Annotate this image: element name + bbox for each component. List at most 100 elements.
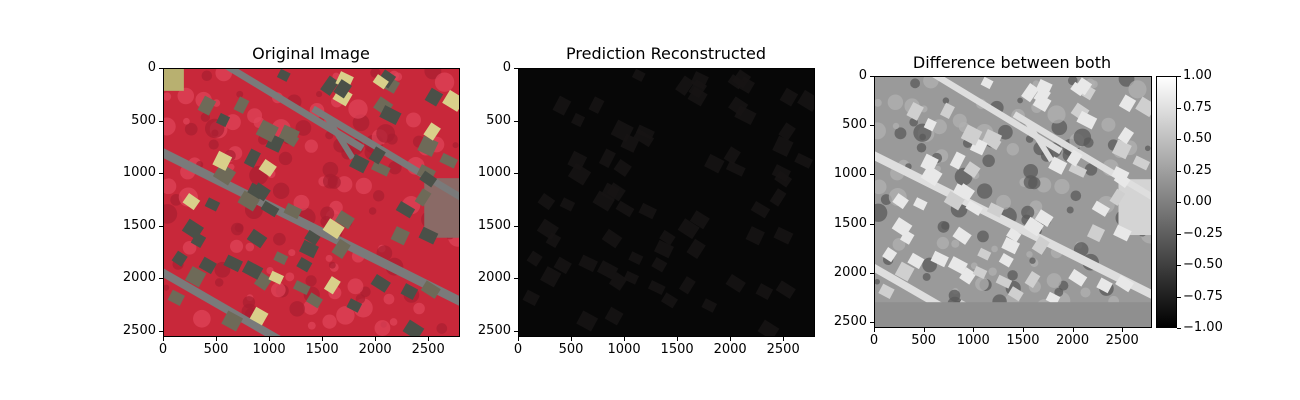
faint-house xyxy=(734,105,757,126)
difference-house xyxy=(899,229,915,245)
difference-house xyxy=(1113,224,1132,242)
difference-house xyxy=(1031,235,1050,255)
house-roof xyxy=(379,105,402,126)
tree-canopy xyxy=(355,177,372,195)
difference-house xyxy=(1070,81,1086,97)
house-roof xyxy=(296,256,313,273)
house-roof xyxy=(182,193,201,211)
house-roof xyxy=(260,200,280,218)
faint-house xyxy=(578,254,598,273)
faint-house xyxy=(601,228,623,249)
difference-house xyxy=(913,197,928,211)
difference-texture xyxy=(977,230,989,243)
difference-house xyxy=(1021,83,1040,103)
house-roof xyxy=(212,162,237,186)
faint-house xyxy=(596,260,619,280)
prediction-ytick-mark xyxy=(514,278,518,280)
tree-canopy xyxy=(355,294,366,304)
tree-canopy xyxy=(322,314,337,329)
difference-texture xyxy=(1029,257,1036,264)
house-roof xyxy=(246,228,268,249)
house-roof xyxy=(420,280,441,299)
faint-house xyxy=(725,160,746,177)
original-ytick-mark xyxy=(159,330,163,332)
house-roof xyxy=(442,89,459,112)
tree-canopy xyxy=(164,92,172,101)
prediction-xtick-mark xyxy=(730,337,732,341)
tree-canopy xyxy=(183,117,190,125)
tree-canopy xyxy=(452,142,459,149)
tree-canopy xyxy=(293,194,310,211)
difference-ytick-label: 0 xyxy=(858,68,867,83)
difference-house xyxy=(1024,271,1041,289)
house-roof xyxy=(370,273,391,293)
colorbar-tick-label: 0.75 xyxy=(1183,99,1212,115)
difference-ytick-mark xyxy=(870,76,874,77)
faint-house xyxy=(638,202,658,220)
prediction-ytick-mark xyxy=(514,225,518,227)
prediction-xtick-mark xyxy=(571,337,573,341)
colorbar-tick-mark xyxy=(1177,170,1181,172)
house-roof xyxy=(349,153,370,174)
corner-field xyxy=(164,69,184,91)
tree-canopy xyxy=(373,190,385,202)
colorbar-tick-label: −0.75 xyxy=(1183,288,1223,304)
house-roof xyxy=(283,202,303,220)
house-roof xyxy=(197,95,217,116)
difference-texture xyxy=(892,122,900,130)
faint-house xyxy=(537,193,556,211)
prediction-ytick-mark xyxy=(514,68,518,69)
difference-texture xyxy=(976,183,993,199)
difference-house xyxy=(1045,291,1061,306)
difference-texture xyxy=(1047,105,1066,124)
faint-house xyxy=(675,75,695,96)
faint-house xyxy=(725,273,746,293)
faint-house xyxy=(613,158,632,177)
difference-texture xyxy=(1006,143,1020,156)
tree-canopy xyxy=(347,278,364,295)
difference-house xyxy=(998,253,1014,268)
tree-canopy xyxy=(289,301,305,317)
house-roof xyxy=(390,226,410,246)
road xyxy=(164,148,459,306)
colorbar-tick-label: 0.25 xyxy=(1183,162,1212,178)
original-ytick-mark xyxy=(159,120,163,122)
prediction-xtick-label: 0 xyxy=(513,342,523,357)
faint-house xyxy=(631,69,646,82)
difference-house xyxy=(1091,200,1110,217)
difference-texture xyxy=(875,278,880,285)
difference-texture xyxy=(875,98,882,107)
difference-image-canvas xyxy=(875,77,1151,327)
difference-texture xyxy=(910,78,921,89)
prediction-xtick-label: 2500 xyxy=(766,342,800,357)
difference-texture xyxy=(951,239,960,248)
prediction-xtick-mark xyxy=(677,337,679,341)
difference-house xyxy=(1111,139,1132,160)
difference-image xyxy=(874,76,1152,328)
tree-canopy xyxy=(336,306,355,325)
faint-house xyxy=(623,270,640,285)
difference-house xyxy=(1118,94,1137,113)
difference-house xyxy=(1048,156,1068,175)
difference-texture xyxy=(1054,178,1070,195)
difference-ytick-mark xyxy=(870,272,874,274)
difference-texture xyxy=(982,154,995,168)
difference-texture xyxy=(1026,251,1033,258)
house-roof xyxy=(368,146,386,165)
difference-house xyxy=(949,151,966,170)
faint-house xyxy=(604,306,624,326)
original-xtick-label: 1000 xyxy=(252,342,286,357)
original-xtick-mark xyxy=(428,337,430,341)
house-roof xyxy=(233,96,250,114)
tree-canopy xyxy=(201,70,213,82)
prediction-ytick-mark xyxy=(514,120,518,122)
difference-house xyxy=(1068,268,1088,287)
difference-image-title: Difference between both xyxy=(912,53,1112,72)
faint-house xyxy=(552,95,572,116)
original-xtick-label: 1500 xyxy=(305,342,339,357)
difference-house xyxy=(1006,227,1022,243)
faint-house xyxy=(592,190,615,212)
house-roof xyxy=(255,119,279,143)
difference-ytick-label: 2000 xyxy=(833,264,867,280)
difference-texture xyxy=(1084,163,1098,176)
